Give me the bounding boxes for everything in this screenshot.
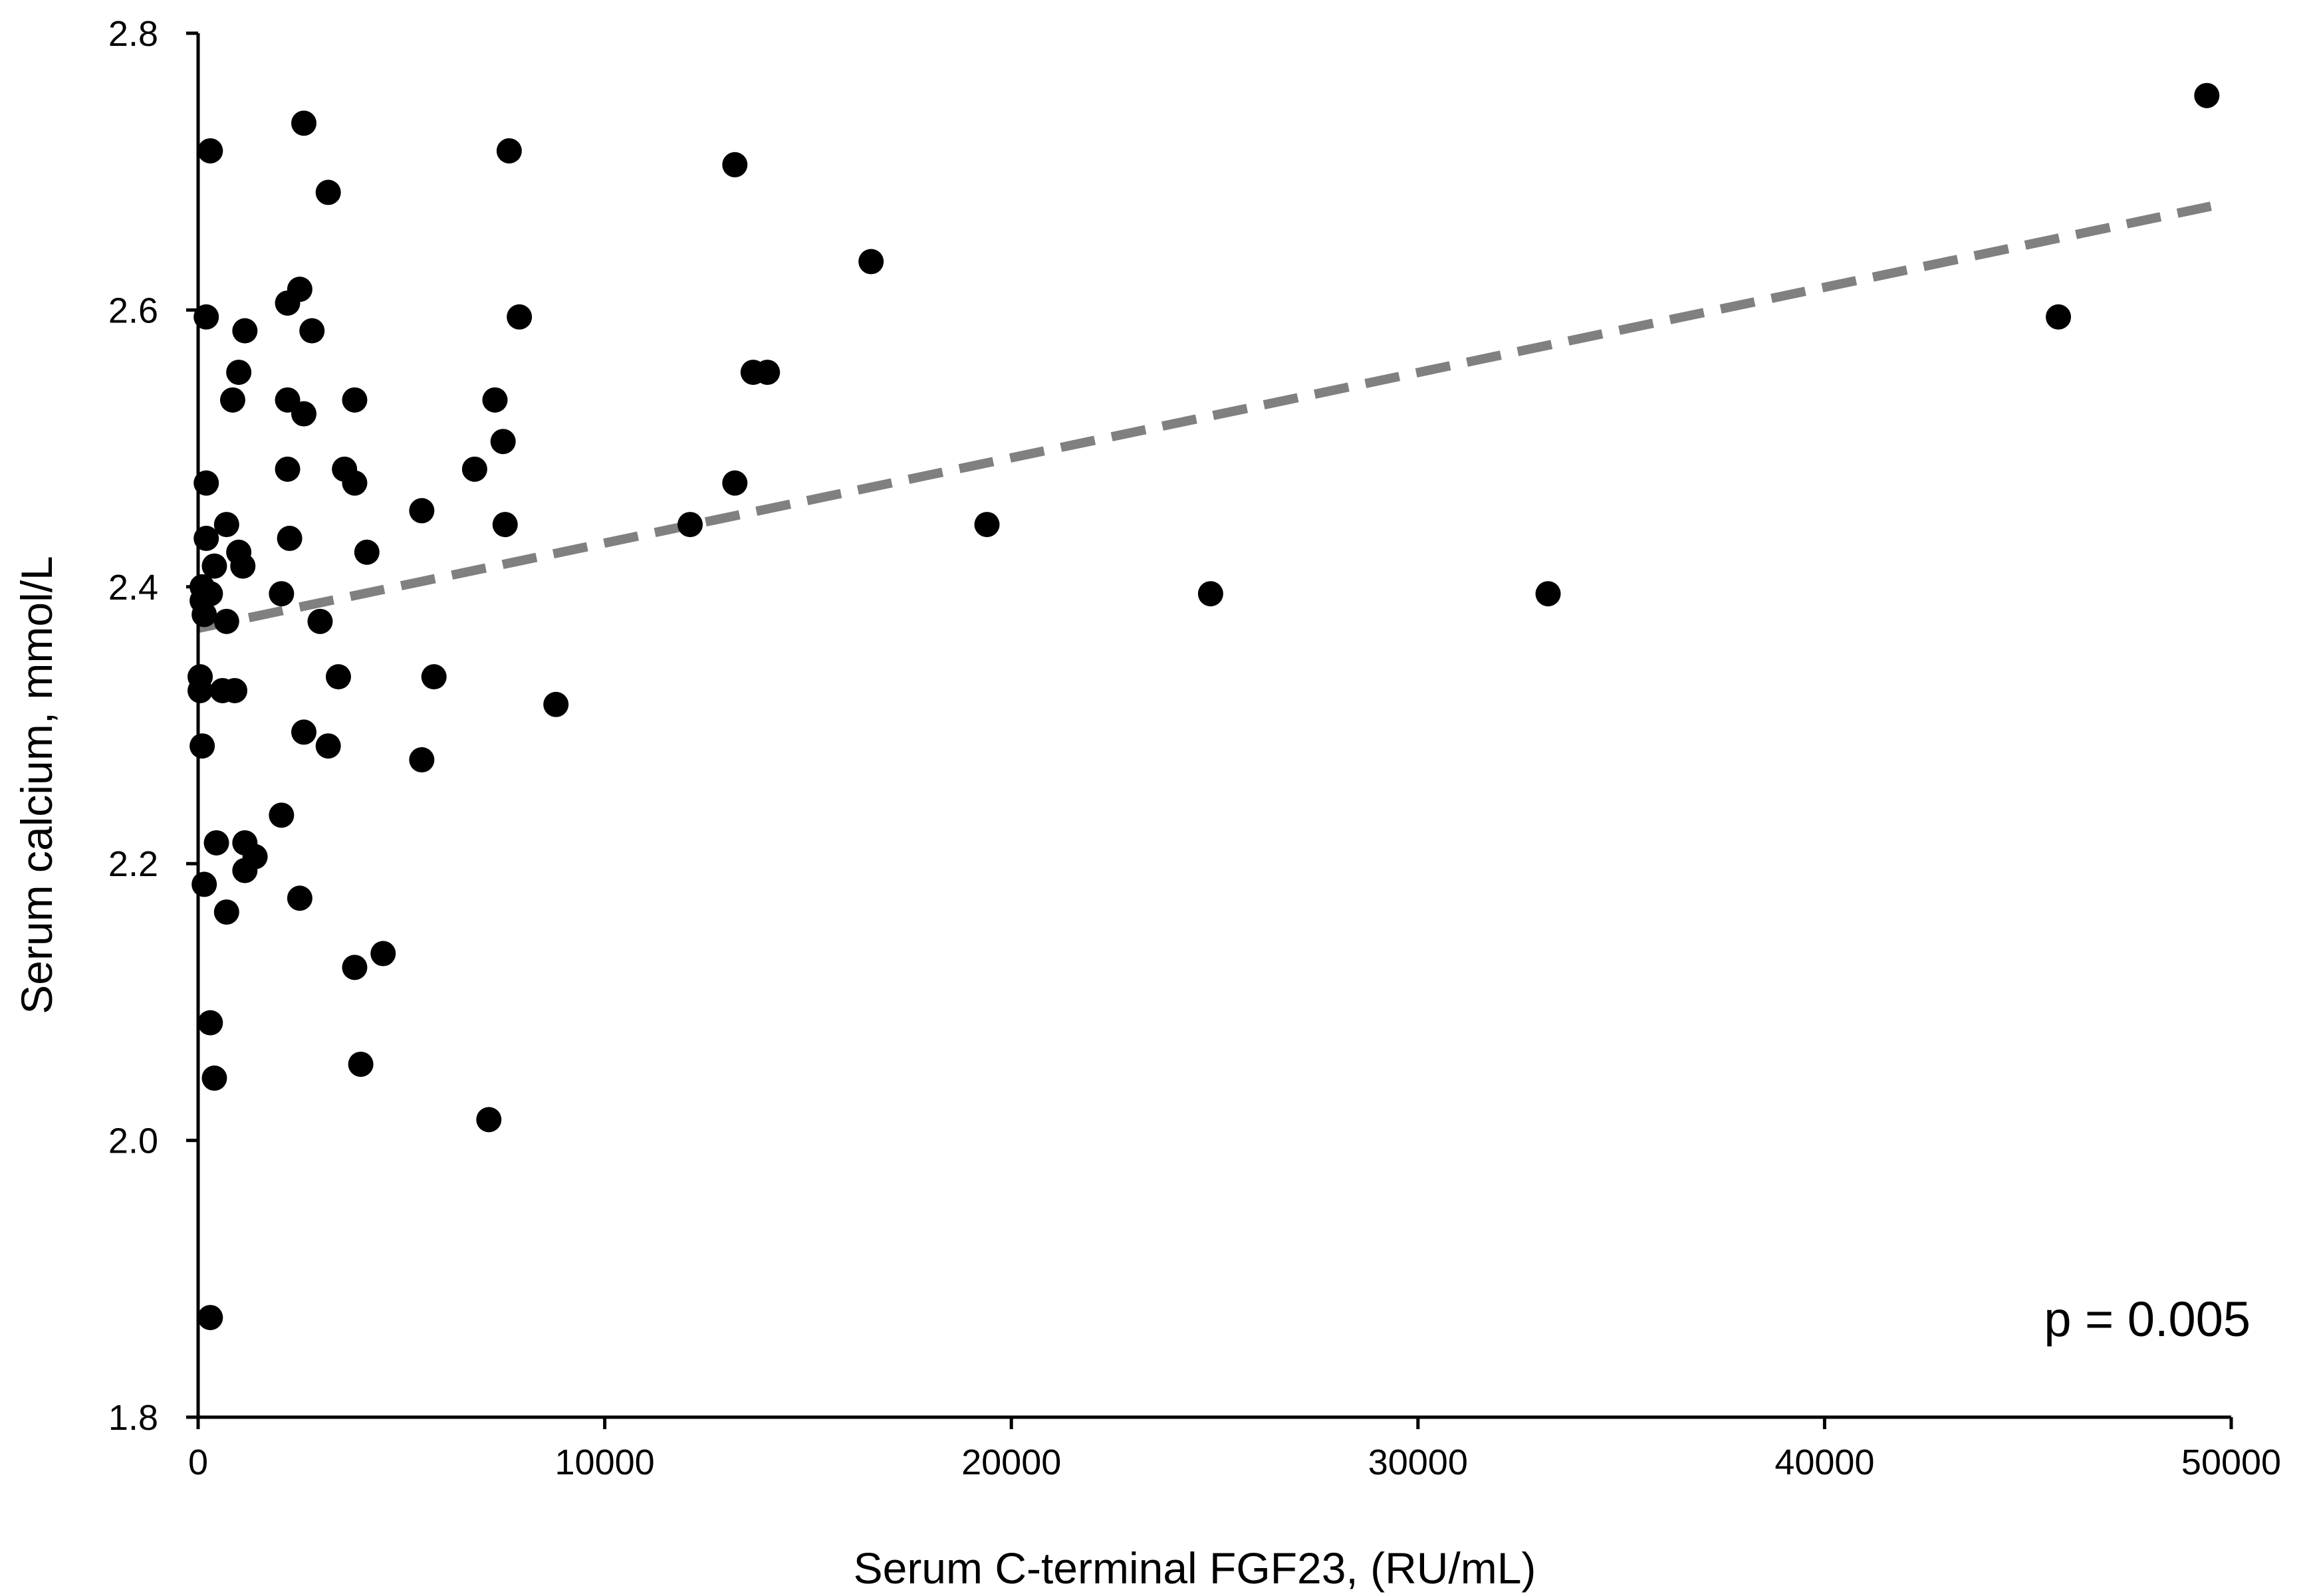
x-tick-label: 10000 xyxy=(555,1442,655,1482)
data-point xyxy=(482,387,508,413)
data-point xyxy=(2046,304,2072,330)
data-point xyxy=(269,581,295,607)
data-point xyxy=(242,844,268,869)
data-point xyxy=(307,608,333,634)
data-point xyxy=(226,360,252,386)
data-point xyxy=(197,138,223,164)
data-point xyxy=(315,733,341,759)
data-point xyxy=(476,1107,502,1133)
data-point xyxy=(461,456,487,482)
x-axis-title: Serum C-terminal FGF23, (RU/mL) xyxy=(854,1543,1536,1593)
p-value-annotation: p = 0.005 xyxy=(2044,1292,2250,1347)
data-point xyxy=(291,719,317,745)
data-point xyxy=(230,553,256,579)
y-axis-ticks: 1.8 2.0 2.2 2.4 2.6 2.8 xyxy=(108,14,198,1438)
data-point xyxy=(193,470,219,496)
x-tick-label: 0 xyxy=(188,1442,208,1482)
data-point xyxy=(858,249,884,275)
data-point xyxy=(722,152,748,177)
data-point xyxy=(187,677,213,703)
data-point xyxy=(490,429,516,455)
trendline xyxy=(197,201,2212,633)
data-point xyxy=(197,581,223,607)
data-point xyxy=(409,747,435,773)
data-point xyxy=(291,401,317,427)
data-point xyxy=(342,955,368,980)
data-point xyxy=(189,733,215,759)
y-tick-label: 2.4 xyxy=(108,568,158,608)
data-point xyxy=(275,456,301,482)
y-tick-label: 2.8 xyxy=(108,14,158,54)
data-point xyxy=(496,138,522,164)
data-point xyxy=(755,360,781,386)
data-point xyxy=(722,470,748,496)
y-tick-label: 2.2 xyxy=(108,844,158,884)
x-tick-label: 40000 xyxy=(1774,1442,1874,1482)
data-point xyxy=(232,318,258,344)
data-point xyxy=(193,304,219,330)
data-point xyxy=(421,664,447,690)
data-point xyxy=(348,1052,374,1078)
x-tick-label: 20000 xyxy=(961,1442,1061,1482)
data-point xyxy=(326,664,352,690)
data-point xyxy=(291,110,317,136)
data-point xyxy=(409,498,435,524)
data-point xyxy=(219,387,245,413)
data-point xyxy=(677,512,703,538)
data-point xyxy=(277,525,303,551)
data-point xyxy=(222,677,248,703)
data-point xyxy=(201,1065,227,1091)
x-tick-label: 30000 xyxy=(1368,1442,1468,1482)
data-point xyxy=(974,512,1000,538)
data-point xyxy=(492,512,518,538)
data-point xyxy=(370,941,396,967)
data-point xyxy=(213,608,239,634)
axes xyxy=(196,33,2231,1419)
data-point xyxy=(507,304,533,330)
data-point xyxy=(201,553,227,579)
y-axis-title: Serum calcium, mmol/L xyxy=(12,556,61,1014)
data-point xyxy=(299,318,325,344)
y-tick-label: 2.0 xyxy=(108,1121,158,1161)
data-point xyxy=(543,691,569,717)
data-point xyxy=(193,525,219,551)
trendline-layer xyxy=(197,201,2212,633)
data-point xyxy=(191,871,217,897)
data-point xyxy=(342,387,368,413)
data-point xyxy=(287,277,312,302)
y-tick-label: 1.8 xyxy=(108,1398,158,1438)
data-point xyxy=(213,899,239,925)
data-points xyxy=(187,82,2220,1331)
data-point xyxy=(203,830,229,855)
y-tick-label: 2.6 xyxy=(108,290,158,330)
data-point xyxy=(197,1010,223,1036)
data-point xyxy=(197,1305,223,1331)
data-point xyxy=(1535,581,1561,607)
data-point xyxy=(213,512,239,538)
data-point xyxy=(2194,82,2220,108)
data-point xyxy=(354,539,380,565)
x-axis-ticks: 0 10000 20000 30000 40000 50000 xyxy=(188,1417,2281,1482)
data-point xyxy=(269,802,295,828)
data-point xyxy=(342,470,368,496)
data-point xyxy=(1197,581,1223,607)
data-point xyxy=(287,885,312,911)
x-tick-label: 50000 xyxy=(2181,1442,2281,1482)
data-point xyxy=(315,179,341,205)
